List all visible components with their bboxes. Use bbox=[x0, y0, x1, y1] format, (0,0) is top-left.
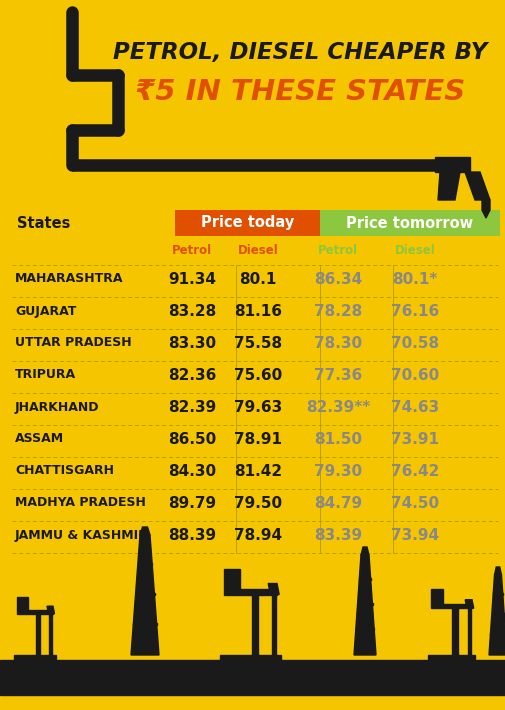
Text: 80.1*: 80.1* bbox=[392, 271, 438, 287]
Text: CHATTISGARH: CHATTISGARH bbox=[15, 464, 114, 478]
Polygon shape bbox=[36, 613, 40, 655]
Polygon shape bbox=[465, 172, 490, 200]
Polygon shape bbox=[224, 569, 239, 589]
Text: ASSAM: ASSAM bbox=[15, 432, 64, 445]
Polygon shape bbox=[354, 555, 376, 655]
Polygon shape bbox=[358, 603, 373, 605]
Polygon shape bbox=[140, 527, 150, 535]
Text: 86.50: 86.50 bbox=[168, 432, 216, 447]
Text: Diesel: Diesel bbox=[394, 244, 435, 256]
FancyBboxPatch shape bbox=[320, 210, 500, 236]
Polygon shape bbox=[268, 584, 279, 594]
Text: 78.94: 78.94 bbox=[234, 528, 282, 542]
Text: Diesel: Diesel bbox=[238, 244, 278, 256]
Polygon shape bbox=[438, 172, 460, 200]
Text: 84.79: 84.79 bbox=[314, 496, 362, 510]
Text: 73.94: 73.94 bbox=[391, 528, 439, 542]
Polygon shape bbox=[452, 608, 458, 655]
Polygon shape bbox=[224, 589, 277, 594]
Text: GUJARAT: GUJARAT bbox=[15, 305, 76, 317]
Polygon shape bbox=[49, 606, 52, 655]
Text: Petrol: Petrol bbox=[172, 244, 212, 256]
Polygon shape bbox=[490, 633, 505, 635]
Text: 76.16: 76.16 bbox=[391, 303, 439, 319]
Text: 78.28: 78.28 bbox=[314, 303, 362, 319]
Text: 86.34: 86.34 bbox=[314, 271, 362, 287]
Text: 81.16: 81.16 bbox=[234, 303, 282, 319]
Polygon shape bbox=[272, 584, 276, 655]
Polygon shape bbox=[468, 600, 471, 655]
Text: 74.63: 74.63 bbox=[391, 400, 439, 415]
Polygon shape bbox=[135, 593, 155, 595]
Text: 70.58: 70.58 bbox=[391, 336, 439, 351]
Text: 78.30: 78.30 bbox=[314, 336, 362, 351]
Text: 75.60: 75.60 bbox=[234, 368, 282, 383]
Polygon shape bbox=[431, 604, 472, 608]
Polygon shape bbox=[131, 535, 159, 655]
Polygon shape bbox=[493, 593, 503, 595]
Text: 83.39: 83.39 bbox=[314, 528, 362, 542]
Text: PETROL, DIESEL CHEAPER BY: PETROL, DIESEL CHEAPER BY bbox=[113, 40, 487, 63]
Polygon shape bbox=[482, 200, 490, 218]
Polygon shape bbox=[435, 157, 470, 172]
Text: TRIPURA: TRIPURA bbox=[15, 368, 76, 381]
Text: 81.50: 81.50 bbox=[314, 432, 362, 447]
Text: 84.30: 84.30 bbox=[168, 464, 216, 479]
Polygon shape bbox=[431, 589, 443, 604]
Text: 70.60: 70.60 bbox=[391, 368, 439, 383]
Text: 83.28: 83.28 bbox=[168, 303, 216, 319]
Text: 77.36: 77.36 bbox=[314, 368, 362, 383]
Text: Petrol: Petrol bbox=[318, 244, 358, 256]
Polygon shape bbox=[359, 577, 371, 580]
Text: MADHYA PRADESH: MADHYA PRADESH bbox=[15, 496, 146, 510]
Text: 76.42: 76.42 bbox=[391, 464, 439, 479]
Text: UTTAR PRADESH: UTTAR PRADESH bbox=[15, 337, 132, 349]
Polygon shape bbox=[47, 606, 55, 613]
Text: JAMMU & KASHMIR: JAMMU & KASHMIR bbox=[15, 528, 149, 542]
Polygon shape bbox=[0, 660, 505, 695]
Text: *(Maharashtra has still not finalised tax cut on diesel): *(Maharashtra has still not finalised ta… bbox=[8, 672, 271, 682]
Text: 89.79: 89.79 bbox=[168, 496, 216, 510]
Polygon shape bbox=[428, 655, 475, 660]
Polygon shape bbox=[251, 594, 258, 655]
Text: 80.1: 80.1 bbox=[239, 271, 277, 287]
Text: 75.58: 75.58 bbox=[234, 336, 282, 351]
Polygon shape bbox=[356, 628, 374, 630]
Polygon shape bbox=[138, 562, 152, 565]
Polygon shape bbox=[465, 600, 474, 608]
Text: 79.50: 79.50 bbox=[234, 496, 282, 510]
Polygon shape bbox=[361, 547, 369, 555]
Text: 82.36: 82.36 bbox=[168, 368, 216, 383]
Text: Price tomorrow: Price tomorrow bbox=[346, 216, 474, 231]
Polygon shape bbox=[14, 655, 56, 659]
Text: JHARKHAND: JHARKHAND bbox=[15, 400, 99, 413]
Text: States: States bbox=[17, 216, 70, 231]
Text: MAHARASHTRA: MAHARASHTRA bbox=[15, 273, 124, 285]
Text: 91.34: 91.34 bbox=[168, 271, 216, 287]
Polygon shape bbox=[489, 575, 505, 655]
Text: **(Jharkhand has not cut taxes on petrol): **(Jharkhand has not cut taxes on petrol… bbox=[8, 686, 209, 696]
FancyBboxPatch shape bbox=[175, 210, 320, 236]
Text: 82.39: 82.39 bbox=[168, 400, 216, 415]
Text: 82.39**: 82.39** bbox=[306, 400, 370, 415]
Text: 81.42: 81.42 bbox=[234, 464, 282, 479]
Text: 79.63: 79.63 bbox=[234, 400, 282, 415]
Polygon shape bbox=[220, 655, 281, 660]
Text: Price today: Price today bbox=[201, 216, 294, 231]
Text: 74.50: 74.50 bbox=[391, 496, 439, 510]
Polygon shape bbox=[492, 613, 504, 615]
Text: ₹5 IN THESE STATES: ₹5 IN THESE STATES bbox=[135, 78, 465, 106]
Text: 79.30: 79.30 bbox=[314, 464, 362, 479]
Polygon shape bbox=[17, 596, 27, 610]
Polygon shape bbox=[494, 567, 501, 575]
Text: 88.39: 88.39 bbox=[168, 528, 216, 542]
Text: 83.30: 83.30 bbox=[168, 336, 216, 351]
Text: 78.91: 78.91 bbox=[234, 432, 282, 447]
Polygon shape bbox=[133, 623, 157, 625]
Polygon shape bbox=[17, 610, 53, 613]
Text: 73.91: 73.91 bbox=[391, 432, 439, 447]
